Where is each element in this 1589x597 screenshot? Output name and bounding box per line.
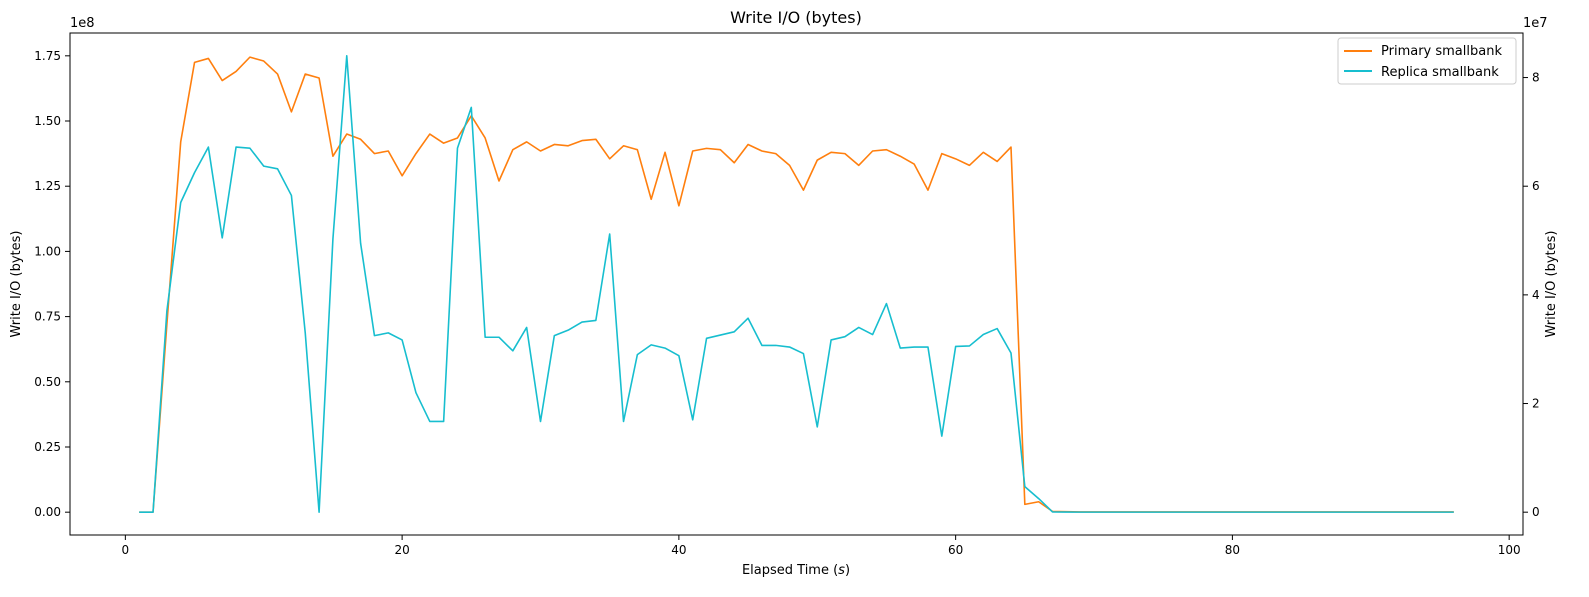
series-layer — [139, 55, 1454, 513]
legend-box — [1337, 37, 1517, 85]
y-right-tick-label: 4 — [1532, 288, 1540, 302]
y-axis-right-label: Write I/O (bytes) — [1544, 231, 1559, 338]
y-left-tick-label: 1.00 — [34, 244, 61, 258]
x-axis-label-end: ) — [845, 563, 850, 578]
y-left-tick-label: 0.25 — [34, 440, 61, 454]
plot-area — [69, 32, 1524, 536]
chart-title: Write I/O (bytes) — [730, 8, 862, 27]
y-right-tick-label: 8 — [1532, 71, 1540, 85]
y-left-tick-label: 1.50 — [34, 114, 61, 128]
x-tick-label: 60 — [948, 543, 963, 557]
right-offset-text: 1e7 — [1523, 16, 1548, 31]
y-axis-right: 0 2 4 6 8 — [1523, 71, 1540, 519]
y-left-tick-label: 0.75 — [34, 310, 61, 324]
y-left-tick-label: 0.50 — [34, 375, 61, 389]
left-offset-text: 1e8 — [70, 16, 95, 31]
y-right-tick-label: 2 — [1532, 397, 1540, 411]
x-axis: 0 20 40 60 80 100 — [122, 535, 1521, 557]
x-tick-label: 40 — [671, 543, 686, 557]
legend: Primary smallbank Replica smallbank — [1337, 37, 1517, 85]
y-right-tick-label: 0 — [1532, 505, 1540, 519]
x-tick-label: 0 — [122, 543, 130, 557]
y-left-tick-label: 0.00 — [34, 505, 61, 519]
plot-frame — [69, 32, 1524, 536]
y-left-tick-label: 1.75 — [34, 49, 61, 63]
y-right-tick-label: 6 — [1532, 179, 1540, 193]
y-left-tick-label: 1.25 — [34, 179, 61, 193]
replica-smallbank-line — [139, 55, 1454, 513]
y-axis-left: 0.00 0.25 0.50 0.75 1.00 1.25 1.50 1.75 — [34, 49, 70, 519]
x-tick-label: 100 — [1498, 543, 1521, 557]
x-axis-label: Elapsed Time (s) — [742, 563, 850, 578]
legend-label-replica: Replica smallbank — [1381, 65, 1499, 80]
x-axis-label-unit: s — [838, 563, 845, 578]
x-tick-label: 20 — [394, 543, 409, 557]
y-axis-left-label: Write I/O (bytes) — [9, 231, 24, 338]
x-axis-label-main: Elapsed Time ( — [742, 563, 838, 578]
legend-label-primary: Primary smallbank — [1381, 44, 1502, 59]
x-tick-label: 80 — [1225, 543, 1240, 557]
primary-smallbank-line — [139, 56, 1454, 513]
